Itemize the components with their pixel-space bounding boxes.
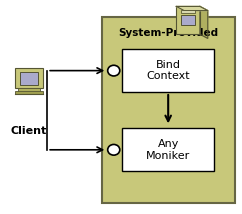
Text: Client: Client — [11, 126, 47, 135]
Circle shape — [108, 65, 120, 76]
Bar — [15, 91, 43, 94]
Bar — [102, 17, 235, 203]
Bar — [122, 128, 214, 171]
Bar — [181, 15, 195, 25]
Bar — [181, 10, 195, 13]
Bar — [18, 88, 40, 92]
Bar — [122, 49, 214, 92]
Text: System-Provided: System-Provided — [118, 28, 218, 38]
Circle shape — [108, 144, 120, 155]
Polygon shape — [176, 6, 208, 10]
Polygon shape — [200, 6, 208, 39]
Bar — [176, 6, 200, 34]
Text: Any
Moniker: Any Moniker — [146, 139, 190, 160]
Text: Bind
Context: Bind Context — [146, 60, 190, 81]
Bar — [20, 72, 38, 85]
Bar — [15, 68, 43, 88]
